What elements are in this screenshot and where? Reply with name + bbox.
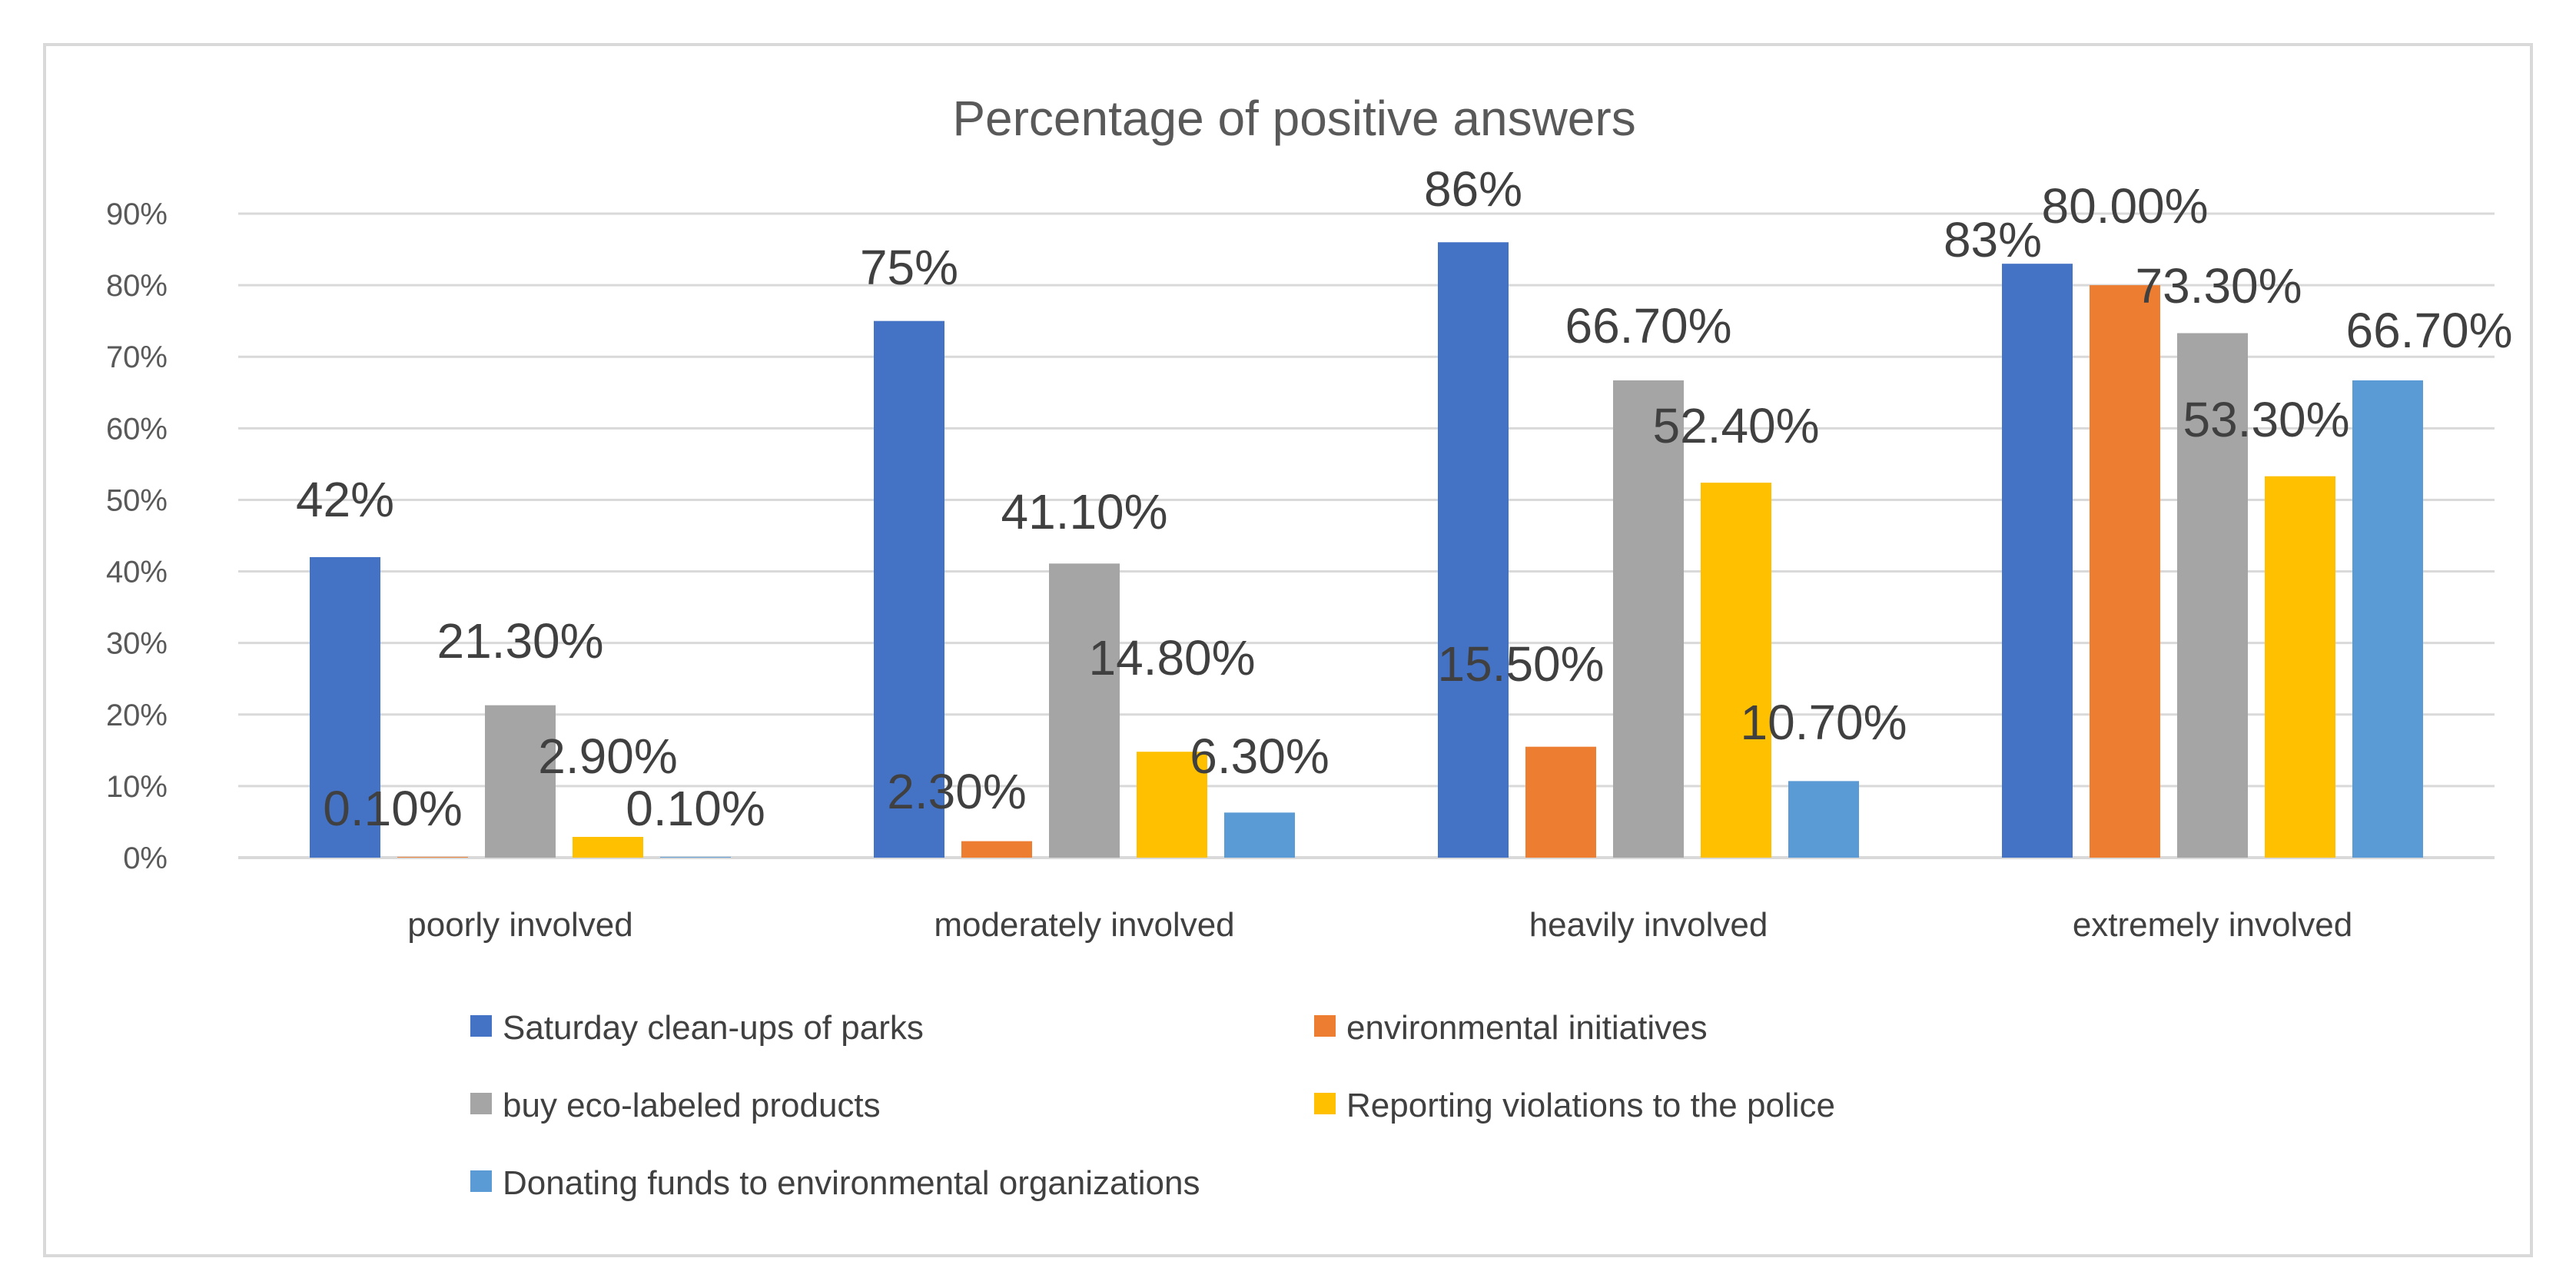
data-label: 2.90%: [538, 729, 677, 784]
bar: [1788, 781, 1859, 858]
y-tick-label: 20%: [106, 699, 168, 732]
bar: [2352, 380, 2423, 858]
legend-swatch: [470, 1170, 492, 1192]
y-axis-ticks: 0% 10% 20% 30% 40% 50% 60% 70% 80% 90%: [106, 198, 168, 875]
bar: [1613, 380, 1684, 858]
bar: [1224, 812, 1295, 858]
legend-label: environmental initiatives: [1346, 1009, 1708, 1047]
legend-item: Reporting violations to the police: [1314, 1087, 1835, 1124]
data-label: 42%: [296, 472, 394, 527]
category-labels: poorly involved moderately involved heavil…: [407, 906, 2352, 944]
data-label: 41.10%: [1001, 484, 1167, 539]
bar: [2002, 264, 2073, 858]
bar: [1525, 746, 1596, 858]
y-tick-label: 90%: [106, 198, 168, 231]
bar: [1701, 483, 1771, 858]
legend-swatch: [1314, 1093, 1336, 1114]
y-tick-label: 0%: [123, 842, 168, 875]
bar: [485, 705, 556, 858]
data-label: 80.00%: [2041, 178, 2208, 234]
y-tick-label: 70%: [106, 340, 168, 374]
data-label: 6.30%: [1190, 729, 1329, 784]
legend-label: Reporting violations to the police: [1346, 1087, 1835, 1124]
category-label: heavily involved: [1529, 906, 1768, 944]
bar: [573, 836, 643, 858]
legend-item: environmental initiatives: [1314, 1009, 1708, 1047]
legend-label: Saturday clean-ups of parks: [503, 1009, 924, 1047]
legend-item: Saturday clean-ups of parks: [470, 1009, 924, 1047]
legend-label: Donating funds to environmental organiza…: [503, 1164, 1200, 1202]
legend-swatch: [1314, 1015, 1336, 1037]
data-label: 83%: [1944, 212, 2042, 267]
bars: [310, 242, 2423, 858]
bar: [2265, 476, 2335, 858]
data-label: 75%: [860, 240, 958, 295]
bar: [961, 841, 1032, 858]
bar: [1438, 242, 1509, 858]
data-label: 14.80%: [1088, 630, 1255, 685]
legend-item: Donating funds to environmental organiza…: [470, 1164, 1200, 1202]
data-label: 0.10%: [323, 781, 462, 836]
data-label: 86%: [1424, 161, 1522, 217]
y-tick-label: 30%: [106, 627, 168, 661]
bar: [1137, 752, 1207, 858]
bar: [1049, 563, 1120, 858]
data-label: 0.10%: [626, 781, 765, 836]
bar: [397, 857, 468, 858]
data-label: 73.30%: [2135, 258, 2302, 314]
bar: [874, 320, 944, 858]
data-label: 21.30%: [437, 613, 603, 669]
data-label: 15.50%: [1437, 636, 1604, 692]
data-labels: 42%0.10%21.30%2.90%0.10%75%2.30%41.10%14…: [296, 161, 2513, 836]
data-label: 2.30%: [887, 764, 1026, 819]
data-label: 52.40%: [1652, 398, 1819, 453]
legend: Saturday clean-ups of parks environmental…: [470, 1009, 1835, 1202]
legend-swatch: [470, 1015, 492, 1037]
category-label: extremely involved: [2073, 906, 2352, 944]
y-tick-label: 60%: [106, 412, 168, 446]
y-tick-label: 50%: [106, 483, 168, 517]
bar: [310, 556, 380, 858]
legend-item: buy eco-labeled products: [470, 1087, 881, 1124]
bar: [660, 857, 731, 858]
category-label: poorly involved: [407, 906, 633, 944]
data-label: 66.70%: [1565, 298, 1731, 354]
y-tick-label: 10%: [106, 770, 168, 804]
data-label: 10.70%: [1740, 695, 1907, 750]
data-label: 53.30%: [2183, 392, 2349, 447]
data-label: 66.70%: [2345, 303, 2512, 358]
legend-swatch: [470, 1093, 492, 1114]
bar: [2177, 333, 2248, 858]
category-label: moderately involved: [934, 906, 1234, 944]
y-tick-label: 40%: [106, 556, 168, 589]
legend-label: buy eco-labeled products: [503, 1087, 881, 1124]
bar: [2090, 285, 2160, 858]
chart-title: Percentage of positive answers: [952, 91, 1635, 146]
y-tick-label: 80%: [106, 269, 168, 303]
